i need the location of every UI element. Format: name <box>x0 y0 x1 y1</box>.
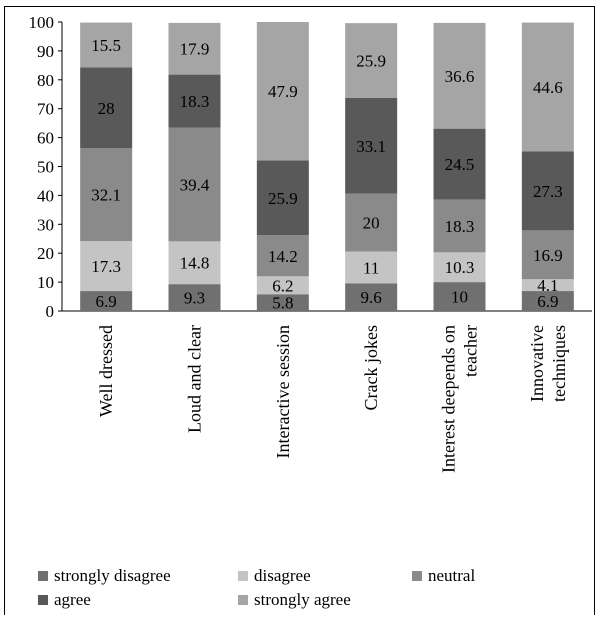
bar-data-label: 39.4 <box>180 175 210 194</box>
y-tick-label: 100 <box>29 13 55 32</box>
stacked-bar-chart: 0 10 20 30 40 50 60 70 80 90 100 6.9 17.3 32.1 28 15.5 W… <box>29 13 592 473</box>
legend-item: agree <box>38 590 91 610</box>
bar-segment <box>168 127 221 242</box>
chart-frame <box>4 6 595 615</box>
legend-label: strongly disagree <box>54 566 171 585</box>
bar-segment <box>345 23 398 99</box>
bar-segment <box>80 241 133 292</box>
bar-segment <box>256 294 309 311</box>
bar-data-label: 17.3 <box>91 257 121 276</box>
y-tick-label: 10 <box>37 273 54 292</box>
legend-swatch <box>38 571 48 581</box>
bar-segment <box>345 283 398 311</box>
bar-data-label: 5.8 <box>272 294 293 313</box>
legend-swatch <box>238 571 248 581</box>
legend-item: strongly disagree <box>38 566 171 586</box>
bar-data-label: 17.9 <box>180 40 210 59</box>
bar-data-label: 9.6 <box>361 288 382 307</box>
x-category-label: Crack jokes <box>361 325 381 410</box>
legend-item: strongly agree <box>238 590 351 610</box>
bar-segment <box>256 22 309 161</box>
x-category-label: Interactive session <box>273 325 293 458</box>
legend-item: neutral <box>412 566 475 586</box>
bar-data-label: 44.6 <box>533 78 563 97</box>
bar-data-label: 6.9 <box>537 292 558 311</box>
bar-segment <box>345 98 398 194</box>
bar-data-label: 24.5 <box>445 155 475 174</box>
bar-segment <box>256 160 309 236</box>
bar-segment <box>168 74 221 128</box>
bar-data-label: 20 <box>363 214 380 233</box>
y-tick-label: 80 <box>37 71 54 90</box>
legend-label: agree <box>54 590 91 609</box>
bar-data-label: 32.1 <box>91 186 121 205</box>
bar-segment <box>521 230 574 280</box>
bar-data-label: 11 <box>363 258 379 277</box>
bar-data-label: 16.9 <box>533 246 563 265</box>
bar-data-label: 27.3 <box>533 182 563 201</box>
bar-data-label: 25.9 <box>268 189 298 208</box>
x-category-label: Interest deepends on <box>439 325 459 473</box>
x-category-label: Loud and clear <box>185 325 205 433</box>
legend-label: neutral <box>428 566 476 585</box>
x-category-label: teacher <box>461 325 481 377</box>
y-tick-label: 70 <box>37 100 54 119</box>
bar-segment <box>256 276 309 295</box>
bar-segment <box>80 291 133 311</box>
bar-data-label: 28 <box>98 99 115 118</box>
legend-label: strongly agree <box>254 590 351 609</box>
bar-segment <box>345 193 398 252</box>
bar-data-label: 15.5 <box>91 36 121 55</box>
x-category-label: techniques <box>549 325 569 402</box>
bar-data-label: 14.8 <box>180 254 210 273</box>
bar-data-label: 6.9 <box>96 292 117 311</box>
y-tick-label: 40 <box>37 186 54 205</box>
bar-data-label: 6.2 <box>272 276 293 295</box>
bar-segment <box>433 252 486 283</box>
bar-segment <box>80 22 133 68</box>
bar-segment <box>256 235 309 277</box>
bar-segment <box>345 251 398 284</box>
bar-data-label: 36.6 <box>445 67 475 86</box>
legend-swatch <box>412 571 422 581</box>
legend-label: disagree <box>254 566 311 585</box>
bar-data-label: 18.3 <box>180 92 210 111</box>
bar-segment <box>168 22 221 75</box>
bar-segment <box>168 241 221 285</box>
bar-segment <box>521 279 574 292</box>
bar-data-label: 25.9 <box>356 52 386 71</box>
bar-data-label: 33.1 <box>356 137 386 156</box>
y-tick-label: 30 <box>37 215 54 234</box>
bar-data-label: 10.3 <box>445 258 475 277</box>
bar-segment <box>521 291 574 311</box>
bar-segment <box>433 199 486 253</box>
bar-segment <box>433 22 486 129</box>
y-tick-label: 20 <box>37 244 54 263</box>
bar-data-label: 18.3 <box>445 217 475 236</box>
bar-data-label: 9.3 <box>184 289 205 308</box>
y-tick-label: 60 <box>37 129 54 148</box>
y-tick-label: 0 <box>46 302 55 321</box>
bar-segment <box>433 128 486 200</box>
bar-segment <box>433 282 486 311</box>
bar-data-label: 14.2 <box>268 247 298 266</box>
bar-data-label: 47.9 <box>268 82 298 101</box>
bar-segment <box>521 22 574 152</box>
bar-data-label: 4.1 <box>537 276 558 295</box>
legend-item: disagree <box>238 566 311 586</box>
y-tick-label: 50 <box>37 158 54 177</box>
bar-data-label: 10 <box>451 288 468 307</box>
x-category-label: Innovative <box>527 325 547 402</box>
legend-swatch <box>38 595 48 605</box>
bar-segment <box>80 148 133 242</box>
x-category-label: Well dressed <box>96 325 116 417</box>
y-tick-label: 90 <box>37 42 54 61</box>
bar-segment <box>521 151 574 231</box>
legend-swatch <box>238 595 248 605</box>
bar-segment <box>168 284 221 311</box>
bar-segment <box>80 67 133 149</box>
